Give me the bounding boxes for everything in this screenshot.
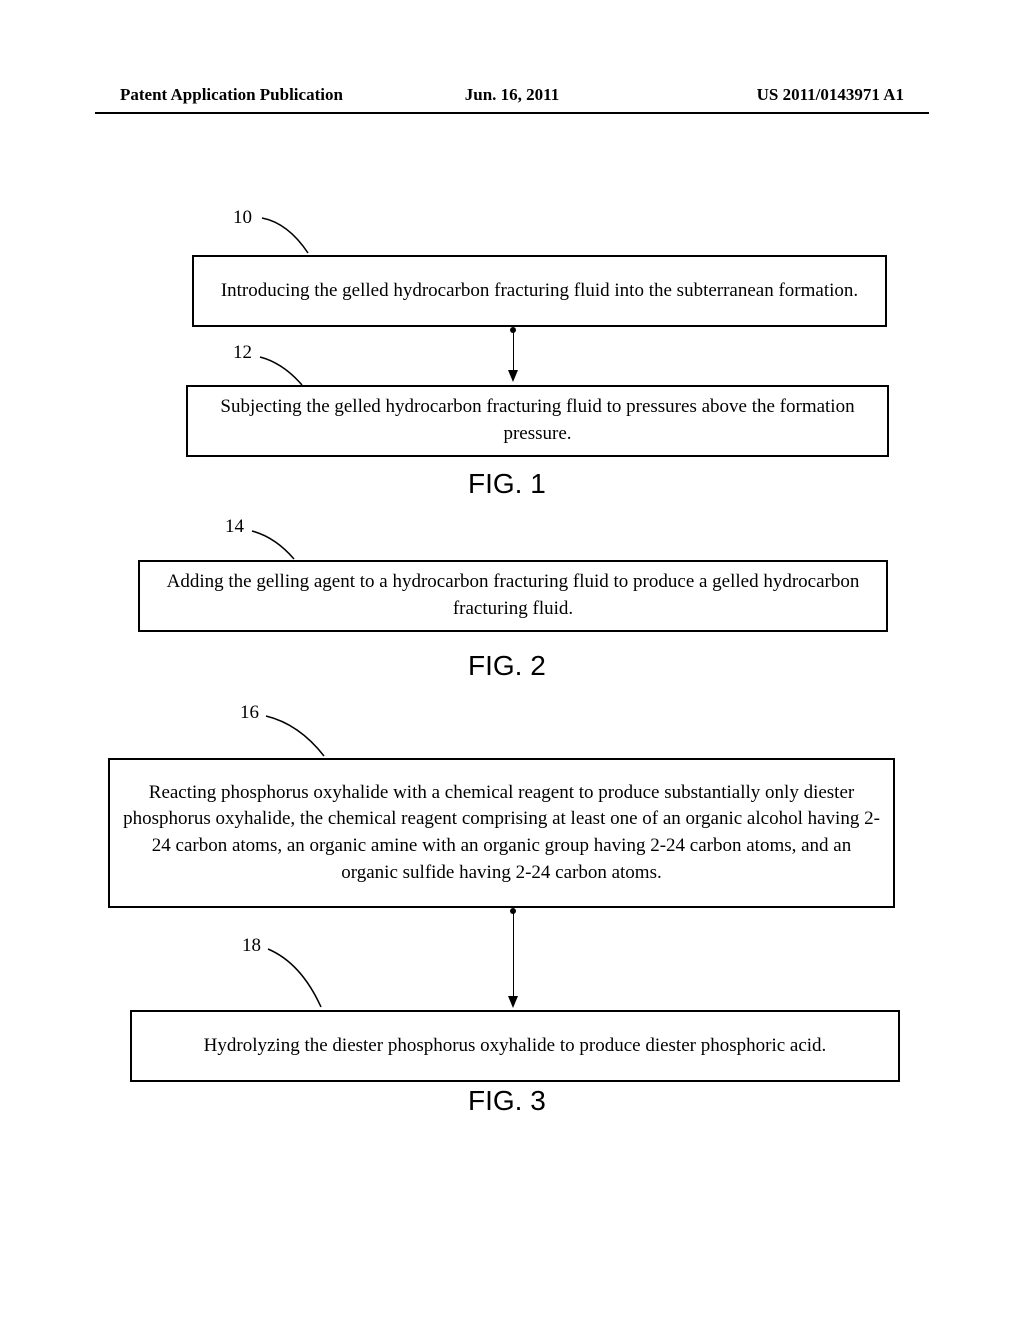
box-12: Subjecting the gelled hydrocarbon fractu… <box>186 385 889 457</box>
fig-2-label: FIG. 2 <box>468 650 546 682</box>
box-18: Hydrolyzing the diester phosphorus oxyha… <box>130 1010 900 1082</box>
ref-10-leader <box>258 215 328 260</box>
box-16: Reacting phosphorus oxyhalide with a che… <box>108 758 895 908</box>
header-right: US 2011/0143971 A1 <box>757 85 904 105</box>
ref-16-label: 16 <box>240 702 259 724</box>
box-18-text: Hydrolyzing the diester phosphorus oxyha… <box>204 1033 827 1060</box>
box-10: Introducing the gelled hydrocarbon fract… <box>192 255 887 327</box>
box-12-text: Subjecting the gelled hydrocarbon fractu… <box>200 394 875 447</box>
ref-14-label: 14 <box>225 516 244 538</box>
header-divider <box>95 112 929 114</box>
fig-3-label: FIG. 3 <box>468 1085 546 1117</box>
box-10-text: Introducing the gelled hydrocarbon fract… <box>221 278 858 305</box>
box-14: Adding the gelling agent to a hydrocarbo… <box>138 560 888 632</box>
ref-18-label: 18 <box>242 935 261 957</box>
ref-16-leader <box>264 712 344 762</box>
ref-10-label: 10 <box>233 207 252 229</box>
arrow-1-head <box>508 370 518 382</box>
arrow-1-line <box>513 330 514 372</box>
box-14-text: Adding the gelling agent to a hydrocarbo… <box>152 569 874 622</box>
ref-18-leader <box>266 945 346 1015</box>
box-16-text: Reacting phosphorus oxyhalide with a che… <box>122 780 881 886</box>
header-center: Jun. 16, 2011 <box>465 85 559 105</box>
arrow-2-head <box>508 996 518 1008</box>
arrow-2-line <box>513 911 514 998</box>
ref-12-label: 12 <box>233 342 252 364</box>
fig-1-label: FIG. 1 <box>468 468 546 500</box>
header-left: Patent Application Publication <box>120 85 343 105</box>
